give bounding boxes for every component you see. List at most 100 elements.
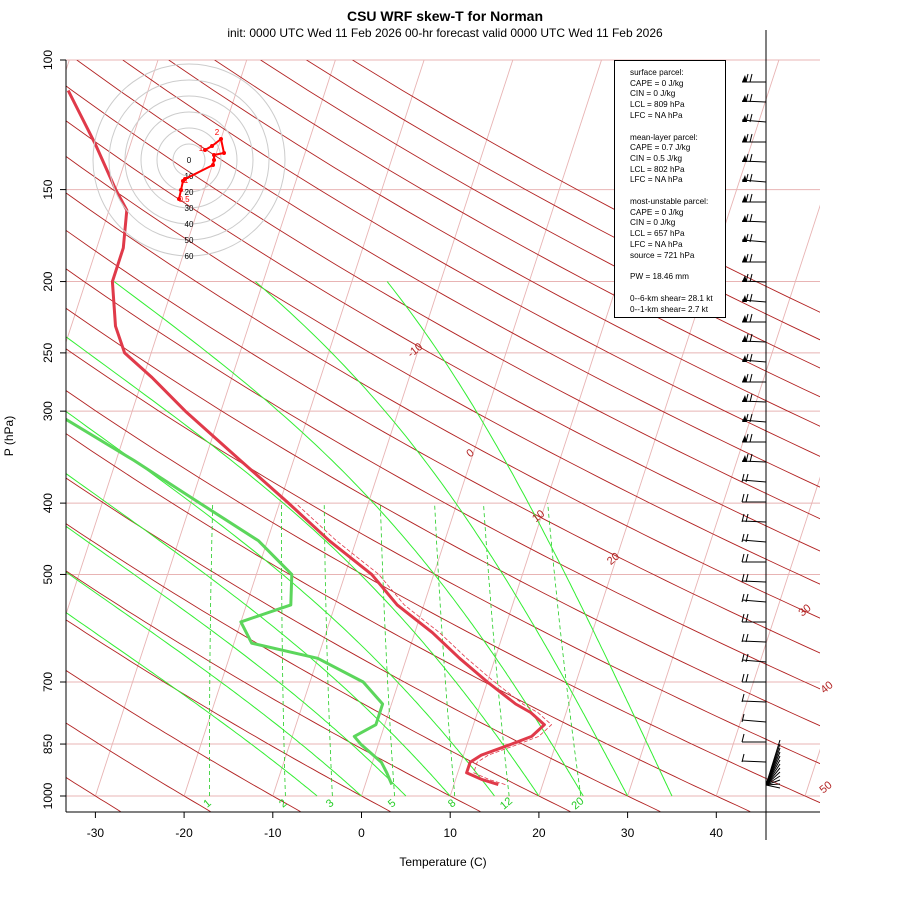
wind-barb-feather [745, 473, 749, 483]
mixing-ratio-line [434, 503, 456, 797]
wind-barb-feather [749, 93, 753, 103]
mixing-ratio-label: 5 [386, 797, 398, 810]
moist-adiabat-line [386, 281, 673, 797]
most-unstable-source: source = 721 hPa [630, 250, 695, 260]
most-unstable-lfc: LFC = NA hPa [630, 239, 683, 249]
mean-layer-lfc: LFC = NA hPa [630, 175, 683, 185]
dry-adiabat-line [66, 120, 820, 552]
wind-barb-feather [745, 613, 749, 623]
dry-adiabat-line [66, 307, 820, 727]
moist-adiabat-line [66, 525, 407, 797]
wind-barb-feather [749, 453, 753, 463]
mean-layer-lcl: LCL = 802 hPa [630, 164, 685, 174]
wind-barb-feather [749, 173, 753, 183]
wind-barb-flag [742, 455, 747, 462]
wind-barb-feather [741, 693, 745, 703]
wind-barb-flag [742, 335, 747, 342]
hodograph-ring-label: 0 [187, 156, 192, 165]
wind-barb-feather [745, 633, 749, 643]
wind-barb-feather [745, 273, 749, 283]
wind-barb-feather [749, 393, 753, 403]
hodograph-point [219, 137, 223, 141]
isotherm-line [361, 60, 602, 797]
wind-barb-flag [742, 215, 747, 222]
hodograph-point [183, 177, 187, 181]
hodograph-height-label: 2 [215, 128, 220, 137]
mixing-ratio-label: 3 [324, 797, 336, 810]
hodograph-point [212, 153, 216, 157]
moist-adiabat-lines [66, 281, 673, 797]
hodograph-point [179, 188, 183, 192]
hodograph-point [177, 197, 181, 201]
wind-barb-flag [742, 315, 747, 322]
wind-barb-feather [745, 173, 749, 183]
dry-adiabat-line [66, 433, 751, 812]
wind-barb-feather [749, 133, 753, 143]
dewpoint-profile-line [66, 417, 394, 786]
surface-cape: CAPE = 0 J/kg [630, 78, 684, 88]
wind-barb-feather [741, 713, 745, 723]
wind-barb-feather [749, 433, 753, 443]
x-tick-label: -30 [87, 826, 105, 840]
dry-adiabat-line [66, 348, 820, 765]
wind-barb-feather [745, 653, 749, 663]
y-tick-label: 300 [41, 401, 55, 421]
most-unstable-cape: CAPE = 0 J/kg [630, 207, 684, 217]
wind-barb-low-level [765, 783, 781, 786]
wind-barb-feather [745, 133, 749, 143]
isotherm-line [66, 60, 159, 344]
mixing-ratio-label: 1 [201, 797, 213, 810]
wind-barb-feather [745, 353, 749, 363]
dry-adiabat-line [76, 60, 820, 488]
hodograph-ring [124, 95, 254, 225]
x-tick-label: 10 [444, 826, 458, 840]
hodograph-ring [156, 127, 222, 193]
wind-barb-feather [745, 93, 749, 103]
wind-barb-feather [741, 513, 745, 523]
y-tick-label: 250 [41, 343, 55, 363]
isotherm-label: 20 [605, 551, 622, 568]
dry-adiabat-line [66, 669, 301, 812]
y-tick-label: 700 [41, 672, 55, 692]
wind-barb-feather [745, 513, 749, 523]
wind-barb-feather [749, 153, 753, 163]
dry-adiabat-line [66, 619, 391, 812]
precipitable-water: PW = 18.46 mm [630, 272, 689, 282]
hodograph-point [222, 151, 226, 155]
surface-parcel-heading: surface parcel: [630, 68, 684, 77]
wind-barb-shaft [741, 719, 767, 723]
wind-barb-low-level [765, 771, 781, 786]
wind-barb-feather [741, 473, 745, 483]
x-tick-label: 0 [358, 826, 365, 840]
hodograph-ring [92, 63, 286, 257]
most-unstable-heading: most-unstable parcel: [630, 197, 709, 207]
hodograph-ring-label: 50 [185, 236, 194, 245]
dry-adiabat-line [66, 523, 571, 812]
wind-barb-feather [741, 493, 745, 503]
wind-barbs [741, 73, 781, 789]
surface-cin: CIN = 0 J/kg [630, 89, 676, 99]
wind-barb-flag [742, 155, 747, 162]
y-axis-ticks: 100 150 200 250 300 400 500 700 850 1000 [41, 50, 66, 809]
dry-adiabat-line [66, 229, 820, 654]
hodograph-height-label: 0.5 [178, 195, 190, 204]
wind-barb-feather [741, 673, 745, 683]
wind-barb-feather [749, 73, 753, 83]
y-tick-label: 200 [41, 271, 55, 291]
x-tick-label: 20 [532, 826, 546, 840]
wind-barb-feather [745, 313, 749, 323]
wind-barb-low-level [765, 784, 781, 789]
hodograph-point [210, 144, 214, 148]
wind-barb-feather [741, 613, 745, 623]
wind-barb-feather [745, 293, 749, 303]
wind-barb-flag [742, 435, 747, 442]
wind-barb-feather [749, 313, 753, 323]
isotherm-line [183, 60, 425, 797]
wind-barb-feather [745, 493, 749, 503]
wind-barb-feather [745, 113, 749, 123]
shear-0-6km: 0--6-km shear= 28.1 kt [630, 293, 713, 303]
dry-adiabat-line [260, 60, 820, 369]
dry-adiabat-line [306, 60, 820, 341]
